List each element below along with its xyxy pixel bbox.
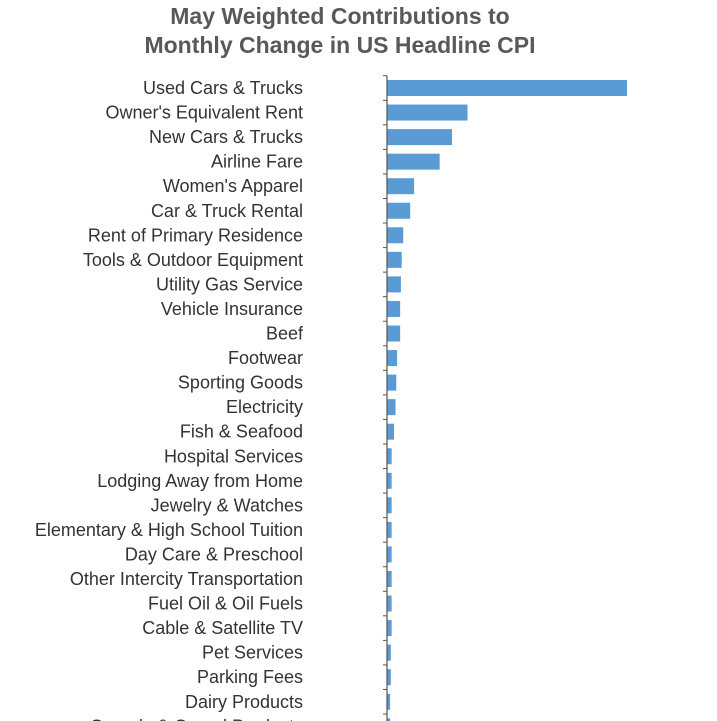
bar [387, 669, 391, 686]
category-label: Electricity [226, 397, 303, 417]
category-label: Fish & Seafood [180, 422, 303, 442]
category-label: Used Cars & Trucks [143, 78, 303, 98]
bar [387, 325, 401, 342]
category-labels: Used Cars & Trucks Owner's Equivalent Ren… [35, 78, 304, 721]
bar [387, 644, 391, 661]
bar [387, 521, 392, 538]
bar [387, 620, 392, 637]
category-label: Women's Apparel [163, 176, 303, 196]
category-label: Jewelry & Watches [151, 495, 303, 515]
category-label: Lodging Away from Home [97, 471, 303, 491]
bar [387, 497, 392, 514]
bar [387, 693, 391, 710]
bar [387, 276, 401, 293]
category-label: Vehicle Insurance [161, 299, 303, 319]
bar [387, 399, 396, 416]
category-label: Other Intercity Transportation [70, 569, 303, 589]
category-label: Tools & Outdoor Equipment [83, 250, 303, 270]
category-label: Pet Services [202, 643, 303, 663]
bar [387, 227, 404, 244]
y-axis [383, 75, 388, 721]
category-label: New Cars & Trucks [149, 127, 303, 147]
chart-title-line-2: Monthly Change in US Headline CPI [144, 32, 536, 58]
category-label: Beef [266, 324, 304, 344]
category-label: Hospital Services [164, 446, 303, 466]
category-label: Day Care & Preschool [125, 544, 303, 564]
chart-title-line-1: May Weighted Contributions to [170, 3, 510, 29]
bar [387, 423, 394, 440]
chart-title: May Weighted Contributions to Monthly Ch… [40, 2, 640, 60]
bar [387, 80, 627, 96]
category-label: Airline Fare [211, 152, 303, 172]
category-label: Utility Gas Service [156, 274, 303, 294]
bar [387, 129, 453, 146]
bar [387, 153, 440, 170]
category-label: Rent of Primary Residence [88, 225, 303, 245]
category-label: Cable & Satellite TV [142, 618, 303, 638]
bar [387, 202, 411, 219]
bar [387, 374, 397, 391]
category-label: Fuel Oil & Oil Fuels [148, 594, 303, 614]
category-label: Footwear [228, 348, 303, 368]
category-label: Parking Fees [197, 667, 303, 687]
bar [387, 571, 392, 587]
category-label: Sporting Goods [178, 373, 303, 393]
category-label: Owner's Equivalent Rent [105, 103, 303, 123]
bar [387, 448, 392, 465]
bar [387, 718, 391, 721]
category-label: Elementary & High School Tuition [35, 520, 303, 540]
bar [387, 104, 468, 121]
bar [387, 472, 392, 489]
bar [387, 178, 415, 195]
bar-series [387, 80, 627, 721]
bar [387, 300, 401, 317]
bar [387, 350, 398, 367]
category-label: Cereals & Cereal Products [90, 716, 303, 721]
category-label: Car & Truck Rental [151, 201, 303, 221]
bar [387, 595, 392, 612]
bar [387, 546, 392, 563]
category-label: Dairy Products [185, 692, 303, 712]
bar [387, 251, 402, 268]
